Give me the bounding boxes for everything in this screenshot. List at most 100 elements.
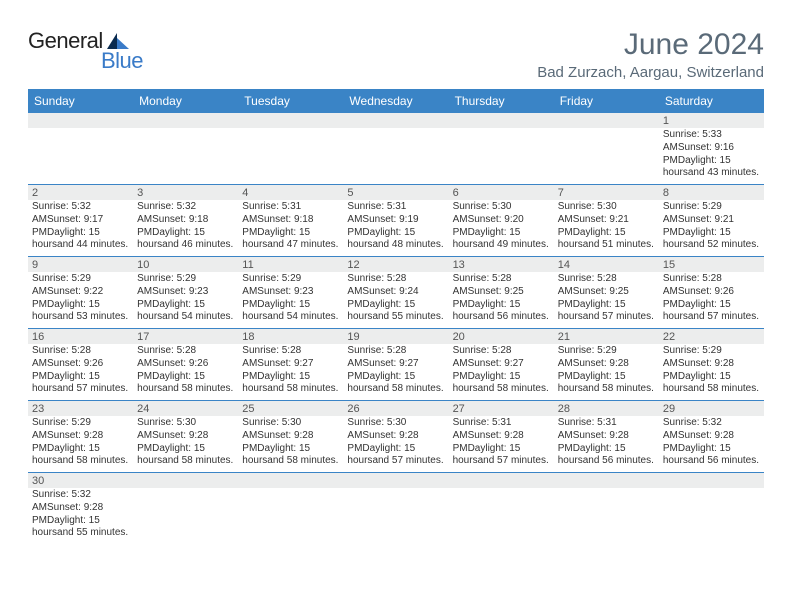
day-number: 16 (28, 329, 133, 344)
day-cell: Sunrise: 5:29 AMSunset: 9:22 PMDaylight:… (28, 272, 133, 328)
day-daylight2: and 54 minutes. (162, 311, 233, 322)
day-cell: Sunrise: 5:28 AMSunset: 9:24 PMDaylight:… (343, 272, 448, 328)
day-cell: Sunrise: 5:31 AMSunset: 9:28 PMDaylight:… (449, 416, 554, 472)
day-daylight2: and 58 minutes. (267, 455, 338, 466)
day-header: Wednesday (343, 89, 448, 113)
day-daylight2: and 46 minutes. (162, 239, 233, 250)
day-number (238, 473, 343, 488)
day-number: 18 (238, 329, 343, 344)
header: General Blue June 2024 Bad Zurzach, Aarg… (28, 28, 764, 81)
day-daylight2: and 58 minutes. (57, 455, 128, 466)
day-cell: Sunrise: 5:32 AMSunset: 9:18 PMDaylight:… (133, 200, 238, 256)
day-number: 22 (659, 329, 764, 344)
day-daylight2: and 54 minutes. (267, 311, 338, 322)
day-daylight2: and 55 minutes. (57, 527, 128, 538)
day-cell: Sunrise: 5:29 AMSunset: 9:28 PMDaylight:… (659, 344, 764, 400)
day-header-row: SundayMondayTuesdayWednesdayThursdayFrid… (28, 89, 764, 113)
day-number (133, 473, 238, 488)
title-block: June 2024 Bad Zurzach, Aargau, Switzerla… (537, 28, 764, 81)
empty-cell (554, 128, 659, 184)
day-daylight2: and 53 minutes. (57, 311, 128, 322)
day-number: 7 (554, 185, 659, 200)
day-cell: Sunrise: 5:31 AMSunset: 9:28 PMDaylight:… (554, 416, 659, 472)
day-number: 27 (449, 401, 554, 416)
weeks-container: 1Sunrise: 5:33 AMSunset: 9:16 PMDaylight… (28, 113, 764, 544)
day-number: 14 (554, 257, 659, 272)
day-cell: Sunrise: 5:29 AMSunset: 9:28 PMDaylight:… (28, 416, 133, 472)
day-number (28, 113, 133, 128)
calendar: SundayMondayTuesdayWednesdayThursdayFrid… (28, 89, 764, 544)
day-number: 17 (133, 329, 238, 344)
day-daylight2: and 51 minutes. (583, 239, 654, 250)
day-cell: Sunrise: 5:31 AMSunset: 9:19 PMDaylight:… (343, 200, 448, 256)
empty-cell (238, 488, 343, 544)
day-number (343, 113, 448, 128)
day-cell: Sunrise: 5:29 AMSunset: 9:21 PMDaylight:… (659, 200, 764, 256)
location-text: Bad Zurzach, Aargau, Switzerland (537, 64, 764, 81)
day-cell: Sunrise: 5:29 AMSunset: 9:23 PMDaylight:… (238, 272, 343, 328)
week-number-strip: 1 (28, 113, 764, 128)
day-number: 8 (659, 185, 764, 200)
day-number (133, 113, 238, 128)
empty-cell (133, 488, 238, 544)
day-number: 28 (554, 401, 659, 416)
day-daylight2: and 49 minutes. (478, 239, 549, 250)
day-daylight2: and 47 minutes. (267, 239, 338, 250)
day-header: Sunday (28, 89, 133, 113)
week-number-strip: 30 (28, 473, 764, 488)
day-daylight2: and 58 minutes. (372, 383, 443, 394)
day-cell: Sunrise: 5:28 AMSunset: 9:27 PMDaylight:… (238, 344, 343, 400)
day-header: Thursday (449, 89, 554, 113)
day-daylight2: and 58 minutes. (583, 383, 654, 394)
day-number: 20 (449, 329, 554, 344)
day-number: 12 (343, 257, 448, 272)
day-number (554, 113, 659, 128)
day-daylight2: and 57 minutes. (688, 311, 759, 322)
empty-cell (28, 128, 133, 184)
day-number (659, 473, 764, 488)
day-daylight2: and 56 minutes. (688, 455, 759, 466)
day-cell: Sunrise: 5:28 AMSunset: 9:27 PMDaylight:… (449, 344, 554, 400)
day-cell: Sunrise: 5:30 AMSunset: 9:20 PMDaylight:… (449, 200, 554, 256)
day-header: Tuesday (238, 89, 343, 113)
day-number: 26 (343, 401, 448, 416)
day-cell: Sunrise: 5:32 AMSunset: 9:17 PMDaylight:… (28, 200, 133, 256)
day-header: Saturday (659, 89, 764, 113)
day-number (449, 473, 554, 488)
day-daylight2: and 58 minutes. (162, 455, 233, 466)
day-number: 4 (238, 185, 343, 200)
day-daylight2: and 58 minutes. (162, 383, 233, 394)
empty-cell (659, 488, 764, 544)
logo-text-2: Blue (101, 48, 143, 74)
day-cell: Sunrise: 5:28 AMSunset: 9:26 PMDaylight:… (133, 344, 238, 400)
day-number (449, 113, 554, 128)
day-daylight2: and 43 minutes. (688, 167, 759, 178)
empty-cell (343, 128, 448, 184)
week-row: Sunrise: 5:28 AMSunset: 9:26 PMDaylight:… (28, 344, 764, 401)
empty-cell (133, 128, 238, 184)
week-row: Sunrise: 5:33 AMSunset: 9:16 PMDaylight:… (28, 128, 764, 185)
day-cell: Sunrise: 5:31 AMSunset: 9:18 PMDaylight:… (238, 200, 343, 256)
day-daylight2: and 56 minutes. (583, 455, 654, 466)
day-number: 19 (343, 329, 448, 344)
week-row: Sunrise: 5:29 AMSunset: 9:28 PMDaylight:… (28, 416, 764, 473)
day-number: 1 (659, 113, 764, 128)
day-number: 25 (238, 401, 343, 416)
day-number: 13 (449, 257, 554, 272)
day-number: 30 (28, 473, 133, 488)
day-number: 11 (238, 257, 343, 272)
day-daylight2: and 44 minutes. (57, 239, 128, 250)
day-cell: Sunrise: 5:30 AMSunset: 9:28 PMDaylight:… (343, 416, 448, 472)
week-row: Sunrise: 5:32 AMSunset: 9:28 PMDaylight:… (28, 488, 764, 544)
day-number: 10 (133, 257, 238, 272)
day-cell: Sunrise: 5:33 AMSunset: 9:16 PMDaylight:… (659, 128, 764, 184)
day-cell: Sunrise: 5:30 AMSunset: 9:28 PMDaylight:… (133, 416, 238, 472)
week-row: Sunrise: 5:32 AMSunset: 9:17 PMDaylight:… (28, 200, 764, 257)
day-number: 2 (28, 185, 133, 200)
day-header: Friday (554, 89, 659, 113)
day-cell: Sunrise: 5:30 AMSunset: 9:21 PMDaylight:… (554, 200, 659, 256)
day-number: 23 (28, 401, 133, 416)
day-cell: Sunrise: 5:32 AMSunset: 9:28 PMDaylight:… (659, 416, 764, 472)
page: General Blue June 2024 Bad Zurzach, Aarg… (0, 0, 792, 544)
week-number-strip: 9101112131415 (28, 257, 764, 272)
